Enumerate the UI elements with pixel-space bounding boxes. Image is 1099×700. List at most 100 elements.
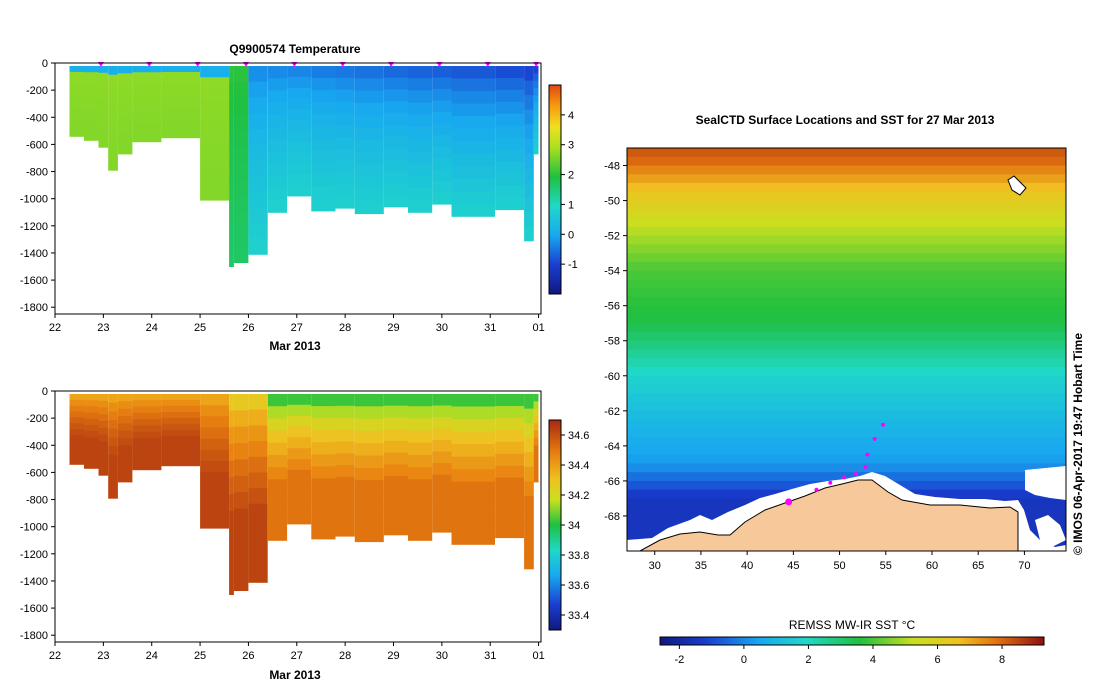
x-tick-label: 29 — [387, 322, 399, 334]
profile-cell — [354, 90, 384, 104]
profile-cell — [311, 162, 336, 176]
profile-cell — [354, 127, 384, 141]
profile-cell — [98, 414, 109, 422]
profile-cell — [451, 191, 495, 205]
profile-cell — [495, 137, 525, 151]
sst-band — [627, 288, 1066, 298]
profile-cell — [117, 438, 133, 446]
profile-cell — [533, 73, 539, 82]
sst-colorbar-tick-label: 4 — [870, 654, 876, 666]
profile-cell — [248, 425, 268, 442]
profile-cell — [84, 78, 99, 86]
sst-band — [627, 314, 1066, 324]
sst-band — [627, 235, 1066, 245]
profile-cell — [98, 66, 109, 74]
profile-cell — [267, 515, 288, 529]
profile-cell — [335, 89, 355, 102]
x-tick-label: 26 — [242, 322, 254, 334]
profile-cell — [108, 152, 118, 162]
colorbar-tick-label: 34 — [568, 520, 580, 532]
profile-cell — [495, 149, 525, 163]
profile-cell — [311, 174, 336, 188]
profile-cell — [69, 66, 84, 73]
temperature-profiles — [69, 66, 539, 267]
profile-cell — [524, 510, 534, 526]
profile-cell — [533, 146, 539, 155]
lon-tick-label: 60 — [926, 560, 938, 572]
profile-cell — [451, 531, 495, 545]
profile-cell — [432, 394, 452, 406]
profile-cell — [267, 126, 288, 140]
profile-cell — [229, 577, 234, 595]
y-tick-label: -600 — [26, 139, 48, 151]
profile-cell — [495, 501, 525, 515]
x-tick-label: 25 — [194, 650, 206, 662]
profile-cell — [451, 116, 495, 130]
x-tick-label: 28 — [339, 650, 351, 662]
profile-cell — [408, 467, 433, 480]
profile-cell — [200, 77, 230, 89]
profile-cell — [354, 189, 384, 202]
profile-cell — [69, 394, 84, 401]
profile-cell — [132, 425, 162, 433]
profile-cell — [132, 91, 162, 98]
sst-band — [627, 445, 1066, 456]
profile-cell — [335, 417, 355, 430]
y-tick-label: -1400 — [20, 248, 48, 260]
sst-band — [627, 165, 1066, 175]
temperature-section-panel: Q9900574 Temperature 0 -200 -400 -600 -800 -1… — [20, 42, 578, 353]
profile-cell — [229, 544, 234, 562]
profile-cell — [248, 550, 268, 568]
profile-cell — [524, 211, 534, 227]
profile-cell — [335, 172, 355, 185]
profile-cell — [408, 78, 433, 91]
profile-cell — [233, 147, 249, 165]
profile-cell — [354, 78, 384, 92]
profile-cell — [495, 394, 525, 407]
profile-cell — [354, 66, 384, 79]
profile-cell — [200, 472, 230, 484]
x-tick-label: 29 — [387, 650, 399, 662]
profile-cell — [287, 437, 312, 449]
profile-cell — [108, 394, 118, 404]
profile-cell — [335, 500, 355, 513]
profile-cell — [451, 141, 495, 155]
salinity-colorbar — [548, 419, 562, 631]
profile-cell — [69, 71, 84, 79]
profile-cell — [69, 423, 84, 430]
colorbar-tick-label: 4 — [568, 110, 574, 122]
profile-cell — [108, 437, 118, 447]
x-tick-label: 31 — [484, 650, 496, 662]
profile-cell — [383, 417, 408, 430]
profile-cell — [432, 112, 452, 124]
profile-cell — [117, 408, 133, 417]
profile-cell — [161, 131, 201, 139]
profile-cell — [432, 440, 452, 452]
profile-cell — [161, 453, 201, 461]
profile-cell — [335, 453, 355, 466]
profile-cell — [267, 102, 288, 116]
profile-cell — [408, 139, 433, 152]
profile-cell — [533, 452, 539, 461]
profile-cell — [451, 419, 495, 433]
profile-cell — [524, 167, 534, 183]
lon-tick-label: 70 — [1018, 560, 1030, 572]
profile-cell — [383, 476, 408, 489]
ice-patch-southeast — [1035, 515, 1066, 548]
profile-cell — [451, 178, 495, 192]
profile-cell — [248, 128, 268, 145]
profile-cell — [533, 139, 539, 148]
profile-cell — [432, 428, 452, 441]
colorbar-tick-label: 33.8 — [568, 550, 589, 562]
profile-cell — [335, 441, 355, 454]
profile-cell — [132, 78, 162, 86]
profile-cell — [161, 400, 201, 407]
profile-cell — [533, 102, 539, 111]
profile-cell — [108, 109, 118, 119]
profile-cell — [287, 459, 312, 471]
profile-cell — [451, 203, 495, 217]
profile-cell — [229, 116, 234, 134]
profile-cell — [287, 76, 312, 89]
lat-tick-label: -56 — [604, 301, 620, 313]
profile-cell — [161, 394, 201, 401]
